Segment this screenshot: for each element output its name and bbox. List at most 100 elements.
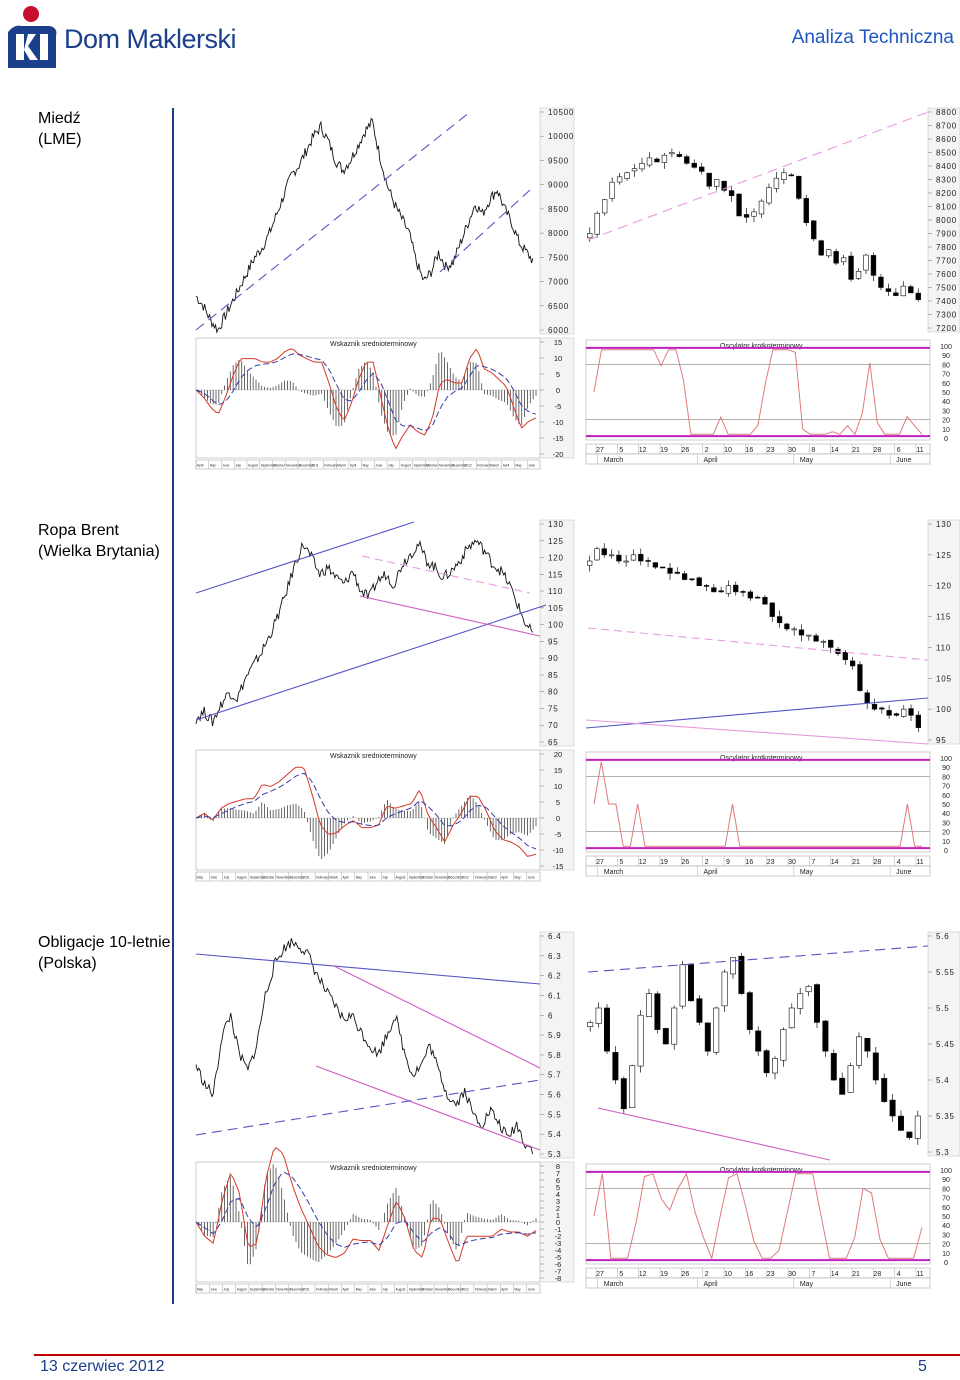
candle-body [784,623,790,630]
candle-body [755,1030,762,1052]
period-label-1: August [401,464,411,468]
candle-3 [620,1076,627,1114]
candle-body [725,585,732,594]
date-tick-label-2: 27 [596,859,604,866]
candle-body [855,270,862,279]
long-term-tick-label-3: 5.5 [548,1110,562,1119]
candle-body [608,554,615,557]
candle-body [681,573,688,580]
candle-body [828,639,834,648]
candle-2 [893,712,900,717]
candle-body [857,664,863,691]
candle-1 [676,151,683,158]
date-tick-label-3: 16 [745,1271,753,1278]
footer-date: 13 czerwiec 2012 [40,1358,165,1375]
candle-2 [769,602,775,622]
candle-body [908,708,914,716]
period-label-1: May [516,464,522,468]
long-term-tick-label-1: 7000 [548,278,569,287]
section-divider [172,108,174,1304]
period-label-3: May [197,1288,203,1292]
period-label-2: November [435,876,451,880]
candle-body [900,285,907,297]
indicator-tick-label-1: -20 [553,450,564,459]
long-term-tick-label-3: 6 [548,1011,553,1020]
short-term-tick-label-1: 8000 [936,216,957,225]
candle-body [631,168,638,172]
period-label-3: June [369,1288,376,1292]
candle-2 [842,649,848,665]
date-tick-label-2: 9 [726,859,730,866]
long-term-tick-label-3: 5.4 [548,1130,562,1139]
candle-body [660,566,666,569]
candle-body [803,198,809,223]
candle-2 [616,550,622,564]
period-label-1: May [363,464,369,468]
oscillator-tick-label-1: 100 [940,344,952,351]
indicator-tick-label-1: 15 [554,338,562,347]
candle-body [587,1022,594,1028]
month-label-1: May [800,457,814,464]
period-label-3: September [250,1288,267,1292]
candle-1 [669,148,675,158]
short-term-tick-label-2: 100 [936,705,952,714]
date-tick-label-2: 4 [897,859,901,866]
date-tick-label-1: 10 [724,447,732,454]
candle-body [814,984,820,1023]
indicator-tick-label-2: 10 [554,782,562,791]
period-label-1: April [350,464,357,468]
candle-body [773,177,780,189]
candle-3 [822,1019,829,1057]
indicator-title-2: Wskaznik srednioterminowy [330,753,417,760]
candle-body [849,660,856,667]
long-term-tick-label-2: 110 [548,587,563,596]
candle-2 [813,633,819,642]
indicator-tick-label-1: -5 [555,402,562,411]
indicator-title-1: Wskaznik srednioterminowy [330,341,417,348]
candle-2 [601,543,607,558]
indicator-tick-label-3: -6 [555,1260,562,1269]
date-tick-label-1: 26 [681,447,689,454]
month-label-1: June [896,457,911,464]
candle-body [908,286,914,294]
candle-body [612,1052,619,1081]
oscillator-tick-label-3: 10 [942,1251,950,1258]
oscillator-tick-label-2: 60 [942,793,950,800]
footer-rule [34,1354,960,1356]
candle-body [728,190,735,197]
long-term-tick-label-1: 6500 [548,302,569,311]
indicator-tick-label-3: -8 [555,1274,562,1283]
candle-body [796,175,802,199]
long-term-price-line-1 [195,117,534,334]
candle-2 [806,634,812,641]
long-term-tick-label-3: 6.2 [548,972,562,981]
candle-2 [652,562,659,570]
indicator-histogram-1 [198,352,537,436]
long-term-axis-2 [539,519,575,747]
candle-body [623,560,629,563]
candle-body [740,591,746,593]
long-term-tick-label-1: 10000 [548,132,574,141]
date-tick-label-2: 19 [660,859,668,866]
candle-body [746,992,753,1030]
candle-2 [784,622,790,632]
candle-2 [696,576,702,587]
long-term-tick-label-3: 5.8 [548,1051,562,1060]
candle-3 [654,991,661,1034]
month-strip-1 [585,453,931,465]
long-term-tick-label-2: 90 [548,654,559,663]
indicator-tick-label-3: 8 [556,1162,560,1171]
candle-body [872,1052,879,1081]
candle-2 [623,555,629,567]
candle-2 [667,563,673,580]
period-label-2: February [316,876,329,880]
period-label-3: October [263,1288,275,1292]
candle-1 [833,248,839,266]
candle-3 [696,995,703,1026]
period-label-1: November [286,464,302,468]
oscillator-tick-label-1: 20 [942,418,950,425]
candle-body [833,251,839,264]
candle-3 [704,1022,711,1056]
candle-body [822,1020,829,1052]
